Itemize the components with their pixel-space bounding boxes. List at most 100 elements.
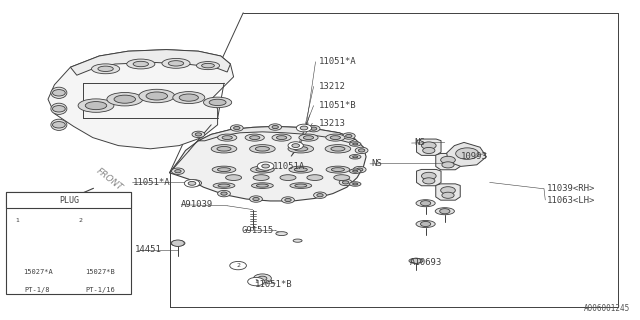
Circle shape — [420, 221, 431, 227]
Ellipse shape — [332, 168, 344, 172]
Ellipse shape — [289, 166, 312, 173]
Ellipse shape — [250, 166, 275, 173]
Ellipse shape — [353, 170, 358, 172]
Ellipse shape — [353, 143, 358, 145]
Circle shape — [355, 147, 368, 154]
Text: 14451: 14451 — [134, 245, 161, 254]
Circle shape — [192, 131, 205, 138]
Circle shape — [288, 142, 303, 149]
Circle shape — [422, 172, 436, 180]
Ellipse shape — [85, 101, 107, 110]
Polygon shape — [170, 126, 366, 201]
Ellipse shape — [280, 175, 296, 180]
Ellipse shape — [349, 169, 361, 173]
Circle shape — [175, 170, 181, 173]
Ellipse shape — [325, 145, 351, 153]
Ellipse shape — [33, 225, 57, 233]
Ellipse shape — [331, 147, 345, 151]
Bar — [6, 192, 131, 208]
Circle shape — [195, 133, 202, 136]
Text: A10693: A10693 — [410, 258, 442, 267]
Ellipse shape — [257, 184, 268, 187]
Circle shape — [248, 277, 264, 286]
Text: 11051*B: 11051*B — [255, 280, 292, 289]
Text: 15027*A: 15027*A — [23, 269, 52, 275]
Ellipse shape — [51, 119, 67, 131]
Polygon shape — [48, 50, 234, 149]
Ellipse shape — [290, 183, 312, 188]
Ellipse shape — [217, 147, 231, 151]
Ellipse shape — [250, 136, 260, 140]
Ellipse shape — [272, 134, 291, 141]
Circle shape — [10, 217, 26, 225]
Circle shape — [342, 181, 349, 184]
Circle shape — [172, 240, 184, 246]
Ellipse shape — [334, 175, 349, 180]
Text: 2: 2 — [236, 263, 240, 268]
Circle shape — [420, 201, 431, 206]
Circle shape — [218, 190, 230, 197]
Circle shape — [72, 217, 88, 225]
Circle shape — [258, 276, 267, 281]
Ellipse shape — [255, 147, 269, 151]
Ellipse shape — [107, 92, 143, 106]
Text: PLUG: PLUG — [59, 196, 79, 204]
Ellipse shape — [78, 99, 114, 112]
Ellipse shape — [213, 183, 235, 188]
Ellipse shape — [349, 182, 361, 186]
Ellipse shape — [51, 103, 67, 115]
Ellipse shape — [353, 156, 358, 158]
Text: 11051*B: 11051*B — [319, 101, 356, 110]
Text: 11039<RH>: 11039<RH> — [547, 184, 596, 193]
Circle shape — [358, 149, 365, 152]
Text: A006001245: A006001245 — [584, 304, 630, 313]
Polygon shape — [198, 126, 355, 142]
Circle shape — [262, 164, 269, 168]
Circle shape — [269, 124, 282, 130]
Ellipse shape — [99, 226, 116, 232]
Ellipse shape — [139, 89, 175, 103]
Ellipse shape — [349, 142, 361, 146]
Circle shape — [250, 196, 262, 202]
Text: 10993: 10993 — [461, 152, 488, 161]
Text: 2: 2 — [78, 218, 82, 223]
Circle shape — [230, 125, 243, 131]
Ellipse shape — [409, 258, 423, 263]
Ellipse shape — [173, 92, 205, 104]
Circle shape — [192, 181, 198, 185]
Polygon shape — [417, 170, 441, 186]
Ellipse shape — [171, 240, 185, 246]
Circle shape — [422, 148, 435, 154]
Text: PT-1/8: PT-1/8 — [25, 287, 51, 292]
Circle shape — [257, 162, 274, 170]
Text: 11051*A: 11051*A — [319, 57, 356, 66]
Ellipse shape — [303, 136, 314, 140]
Circle shape — [292, 144, 300, 148]
Circle shape — [310, 127, 317, 130]
Text: A91039: A91039 — [180, 200, 212, 209]
Circle shape — [184, 180, 200, 187]
Ellipse shape — [245, 134, 264, 141]
Text: 13212: 13212 — [319, 82, 346, 91]
Circle shape — [282, 197, 294, 203]
Circle shape — [221, 192, 227, 195]
Circle shape — [353, 166, 366, 173]
Circle shape — [52, 90, 65, 96]
Ellipse shape — [276, 136, 287, 140]
Polygon shape — [447, 142, 486, 166]
Ellipse shape — [162, 59, 190, 68]
Text: FRONT: FRONT — [95, 166, 125, 192]
Text: G91515: G91515 — [242, 226, 274, 235]
Ellipse shape — [416, 200, 435, 207]
Ellipse shape — [127, 59, 155, 69]
Ellipse shape — [196, 61, 220, 70]
Ellipse shape — [98, 66, 113, 71]
Circle shape — [52, 106, 65, 112]
Circle shape — [422, 142, 436, 149]
Ellipse shape — [212, 166, 236, 173]
Text: 13213: 13213 — [319, 119, 346, 128]
Ellipse shape — [204, 97, 232, 108]
Ellipse shape — [416, 220, 435, 228]
Circle shape — [441, 156, 455, 164]
Circle shape — [356, 168, 363, 171]
